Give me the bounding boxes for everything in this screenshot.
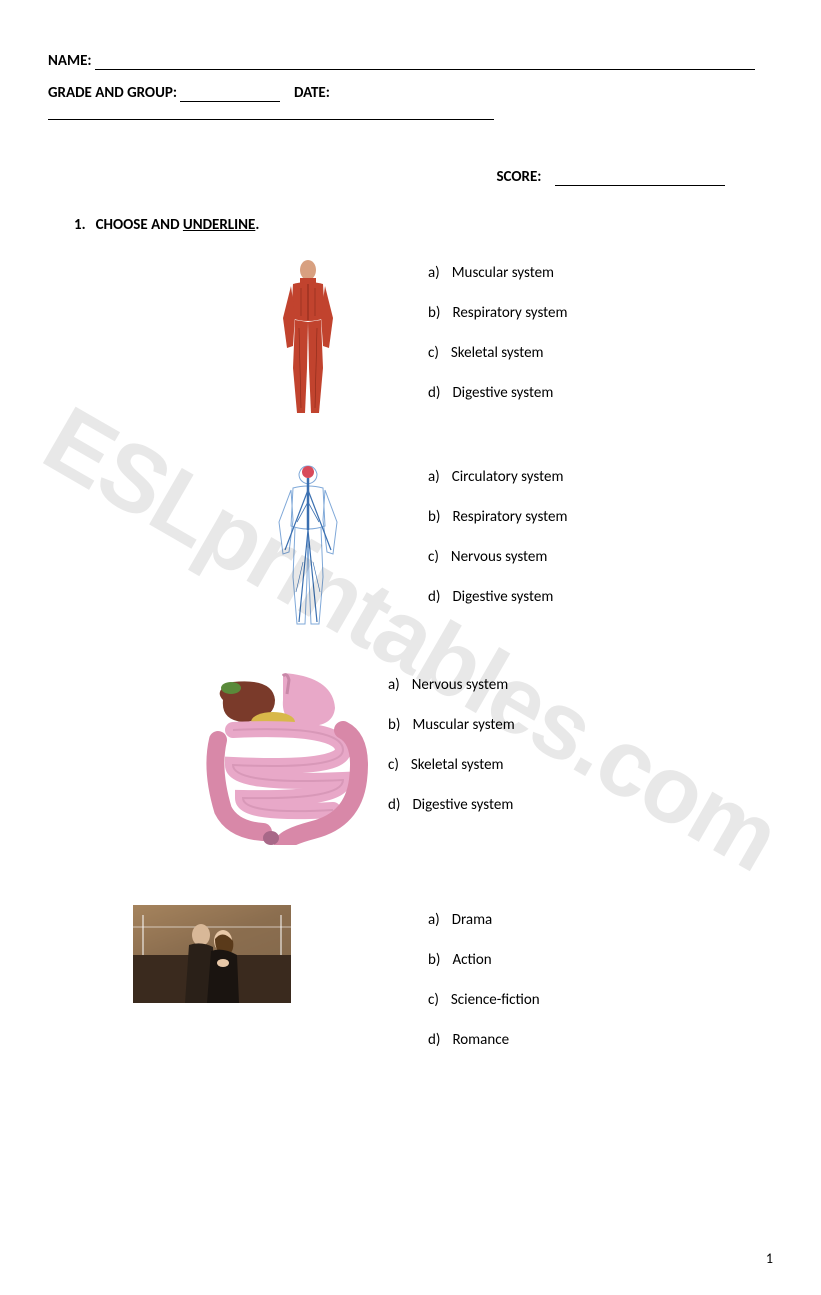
options-list-4: a)Drama b)Action c)Science-fiction d)Rom… xyxy=(428,905,540,1071)
question-image-muscular xyxy=(228,258,388,418)
option-4c[interactable]: c)Science-fiction xyxy=(428,991,540,1009)
option-2b[interactable]: b)Respiratory system xyxy=(428,508,567,526)
name-blank[interactable] xyxy=(95,56,755,70)
option-3c[interactable]: c)Skeletal system xyxy=(388,756,515,774)
option-2a[interactable]: a)Circulatory system xyxy=(428,468,567,486)
option-1a[interactable]: a)Muscular system xyxy=(428,264,567,282)
score-label: SCORE: xyxy=(496,168,541,186)
name-label: NAME: xyxy=(48,52,92,70)
question-block-1: a)Muscular system b)Respiratory system c… xyxy=(228,258,773,424)
option-2c[interactable]: c)Nervous system xyxy=(428,548,567,566)
instruction-prefix: CHOOSE AND xyxy=(96,216,183,234)
instruction-underlined: UNDERLINE xyxy=(183,216,255,234)
score-blank[interactable] xyxy=(555,172,725,186)
question-image-romance xyxy=(112,905,312,1003)
option-4a[interactable]: a)Drama xyxy=(428,911,540,929)
option-1d[interactable]: d)Digestive system xyxy=(428,384,567,402)
muscular-body-icon xyxy=(273,258,343,418)
option-4b[interactable]: b)Action xyxy=(428,951,540,969)
score-row: SCORE: xyxy=(48,168,773,186)
nervous-body-icon xyxy=(263,462,353,632)
date-label: DATE: xyxy=(294,84,330,102)
digestive-organs-icon xyxy=(203,670,373,845)
instruction-number: 1. xyxy=(74,216,86,234)
option-3a[interactable]: a)Nervous system xyxy=(388,676,515,694)
question-block-4: a)Drama b)Action c)Science-fiction d)Rom… xyxy=(112,905,773,1071)
page-number: 1 xyxy=(766,1250,773,1267)
grade-blank[interactable] xyxy=(180,88,280,102)
worksheet-page: ESLprintables.com NAME: GRADE AND GROUP:… xyxy=(0,0,821,1295)
options-list-3: a)Nervous system b)Muscular system c)Ske… xyxy=(388,670,515,836)
grade-label: GRADE AND GROUP: xyxy=(48,84,177,102)
question-block-3: a)Nervous system b)Muscular system c)Ske… xyxy=(188,670,773,845)
question-image-digestive xyxy=(188,670,388,845)
date-blank[interactable] xyxy=(48,106,494,120)
grade-date-row: GRADE AND GROUP: DATE: xyxy=(48,84,773,120)
options-list-2: a)Circulatory system b)Respiratory syste… xyxy=(428,462,567,628)
options-list-1: a)Muscular system b)Respiratory system c… xyxy=(428,258,567,424)
name-row: NAME: xyxy=(48,52,773,70)
instruction-suffix: . xyxy=(255,216,259,234)
option-1c[interactable]: c)Skeletal system xyxy=(428,344,567,362)
option-2d[interactable]: d)Digestive system xyxy=(428,588,567,606)
romance-photo-icon xyxy=(133,905,291,1003)
question-block-2: a)Circulatory system b)Respiratory syste… xyxy=(228,462,773,632)
option-3d[interactable]: d)Digestive system xyxy=(388,796,515,814)
option-4d[interactable]: d)Romance xyxy=(428,1031,540,1049)
question-image-nervous xyxy=(228,462,388,632)
option-3b[interactable]: b)Muscular system xyxy=(388,716,515,734)
instruction-line: 1. CHOOSE AND UNDERLINE. xyxy=(74,216,773,234)
option-1b[interactable]: b)Respiratory system xyxy=(428,304,567,322)
